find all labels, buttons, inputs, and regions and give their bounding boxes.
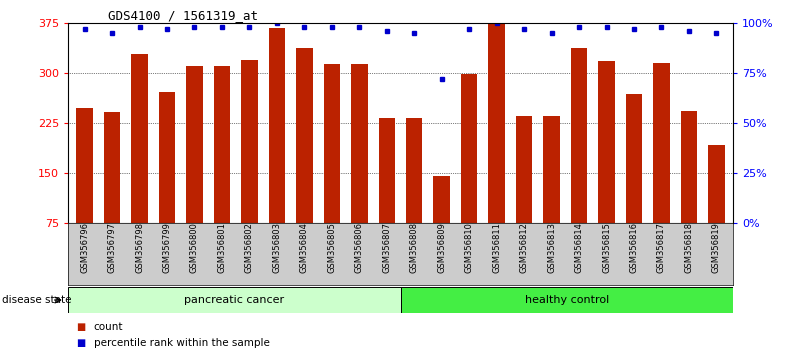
Bar (489, 23, 505, 223)
Bar (400, 287, 733, 313)
Text: count: count (94, 322, 123, 332)
Text: ■: ■ (76, 338, 86, 348)
Bar (461, 74, 477, 223)
Bar (406, 118, 422, 223)
Bar (708, 145, 725, 223)
Text: GDS4100 / 1561319_at: GDS4100 / 1561319_at (108, 9, 258, 22)
Bar (214, 66, 230, 223)
Bar (626, 94, 642, 223)
Bar (241, 60, 258, 223)
Bar (598, 61, 615, 223)
Bar (159, 92, 175, 223)
Bar (324, 64, 340, 223)
Bar (681, 111, 697, 223)
Text: percentile rank within the sample: percentile rank within the sample (94, 338, 270, 348)
Bar (654, 63, 670, 223)
Bar (268, 28, 285, 223)
Bar (351, 64, 368, 223)
Bar (104, 112, 120, 223)
Text: disease state: disease state (2, 295, 71, 305)
Bar (68, 287, 400, 313)
Bar (296, 48, 312, 223)
Bar (543, 116, 560, 223)
Bar (131, 55, 147, 223)
Bar (186, 66, 203, 223)
Bar (433, 176, 450, 223)
Text: pancreatic cancer: pancreatic cancer (184, 295, 284, 305)
Bar (76, 108, 93, 223)
Text: ■: ■ (76, 322, 86, 332)
Bar (516, 116, 533, 223)
Text: healthy control: healthy control (525, 295, 609, 305)
Bar (379, 118, 395, 223)
Bar (571, 48, 587, 223)
